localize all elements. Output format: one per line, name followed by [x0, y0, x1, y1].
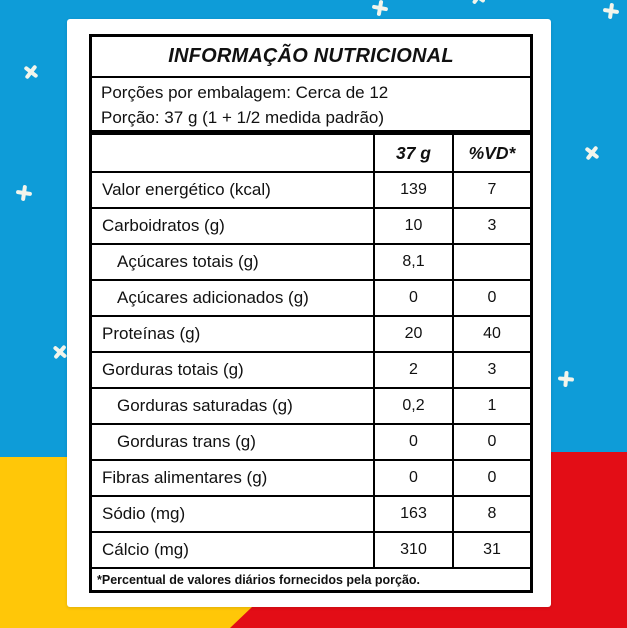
nutrient-dv: 3	[452, 209, 530, 243]
nutrient-dv: 3	[452, 353, 530, 387]
plus-icon	[15, 184, 33, 202]
nutrient-dv: 0	[452, 281, 530, 315]
servings-per-package: Porções por embalagem: Cerca de 12	[101, 83, 389, 102]
nutrient-dv: 0	[452, 461, 530, 495]
nutrient-dv: 8	[452, 497, 530, 531]
table-row: Açúcares totais (g) 8,1	[92, 245, 530, 281]
table-row: Valor energético (kcal) 139 7	[92, 173, 530, 209]
plus-icon	[467, 0, 489, 8]
table-row: Sódio (mg) 163 8	[92, 497, 530, 533]
nutrient-amount: 163	[373, 497, 452, 531]
nutrient-dv: 1	[452, 389, 530, 423]
plus-icon	[581, 142, 603, 164]
nutrient-name: Gorduras totais (g)	[102, 360, 244, 379]
nutrient-dv: 31	[452, 533, 530, 567]
nutrition-rows: Valor energético (kcal) 139 7 Carboidrat…	[92, 173, 530, 569]
nutrient-name: Cálcio (mg)	[102, 540, 189, 559]
nutrient-name: Gorduras saturadas (g)	[117, 396, 293, 415]
nutrient-name: Açúcares adicionados (g)	[117, 288, 309, 307]
nutrient-name: Gorduras trans (g)	[117, 432, 256, 451]
nutrient-name: Valor energético (kcal)	[102, 180, 271, 199]
nutrient-amount: 0,2	[373, 389, 452, 423]
plus-icon	[557, 370, 574, 387]
nutrient-amount: 8,1	[373, 245, 452, 279]
nutrient-amount: 0	[373, 461, 452, 495]
nutrient-amount: 310	[373, 533, 452, 567]
plus-icon	[602, 2, 620, 20]
portion-size: Porção: 37 g (1 + 1/2 medida padrão)	[101, 108, 385, 127]
table-row: Gorduras trans (g) 0 0	[92, 425, 530, 461]
table-row: Gorduras saturadas (g) 0,2 1	[92, 389, 530, 425]
header-dv-column: %VD*	[452, 135, 530, 171]
footnote: *Percentual de valores diários fornecido…	[97, 572, 421, 587]
table-header-row: 37 g %VD*	[92, 135, 530, 173]
serving-info: Porções por embalagem: Cerca de 12 Porçã…	[92, 78, 530, 135]
header-amount-column: 37 g	[373, 135, 452, 171]
nutrient-amount: 20	[373, 317, 452, 351]
nutrient-name: Carboidratos (g)	[102, 216, 225, 235]
nutrition-label-card: INFORMAÇÃO NUTRICIONAL Porções por embal…	[67, 19, 551, 607]
plus-icon	[371, 0, 390, 17]
nutrient-amount: 2	[373, 353, 452, 387]
header-spacer	[92, 135, 373, 171]
nutrient-amount: 139	[373, 173, 452, 207]
table-row: Gorduras totais (g) 2 3	[92, 353, 530, 389]
table-row: Carboidratos (g) 10 3	[92, 209, 530, 245]
nutrition-table: INFORMAÇÃO NUTRICIONAL Porções por embal…	[89, 34, 533, 593]
nutrient-dv: 0	[452, 425, 530, 459]
table-row: Fibras alimentares (g) 0 0	[92, 461, 530, 497]
table-row: Proteínas (g) 20 40	[92, 317, 530, 353]
nutrient-amount: 0	[373, 425, 452, 459]
nutrient-name: Proteínas (g)	[102, 324, 201, 343]
table-row: Cálcio (mg) 310 31	[92, 533, 530, 569]
nutrient-dv: 7	[452, 173, 530, 207]
plus-icon	[20, 61, 42, 83]
nutrition-table-title: INFORMAÇÃO NUTRICIONAL	[92, 37, 530, 78]
nutrient-name: Fibras alimentares (g)	[102, 468, 268, 487]
nutrient-name: Açúcares totais (g)	[117, 252, 259, 271]
nutrient-name: Sódio (mg)	[102, 504, 186, 523]
nutrient-amount: 10	[373, 209, 452, 243]
nutrient-amount: 0	[373, 281, 452, 315]
nutrient-dv: 40	[452, 317, 530, 351]
nutrient-dv	[452, 245, 530, 279]
table-row: Açúcares adicionados (g) 0 0	[92, 281, 530, 317]
